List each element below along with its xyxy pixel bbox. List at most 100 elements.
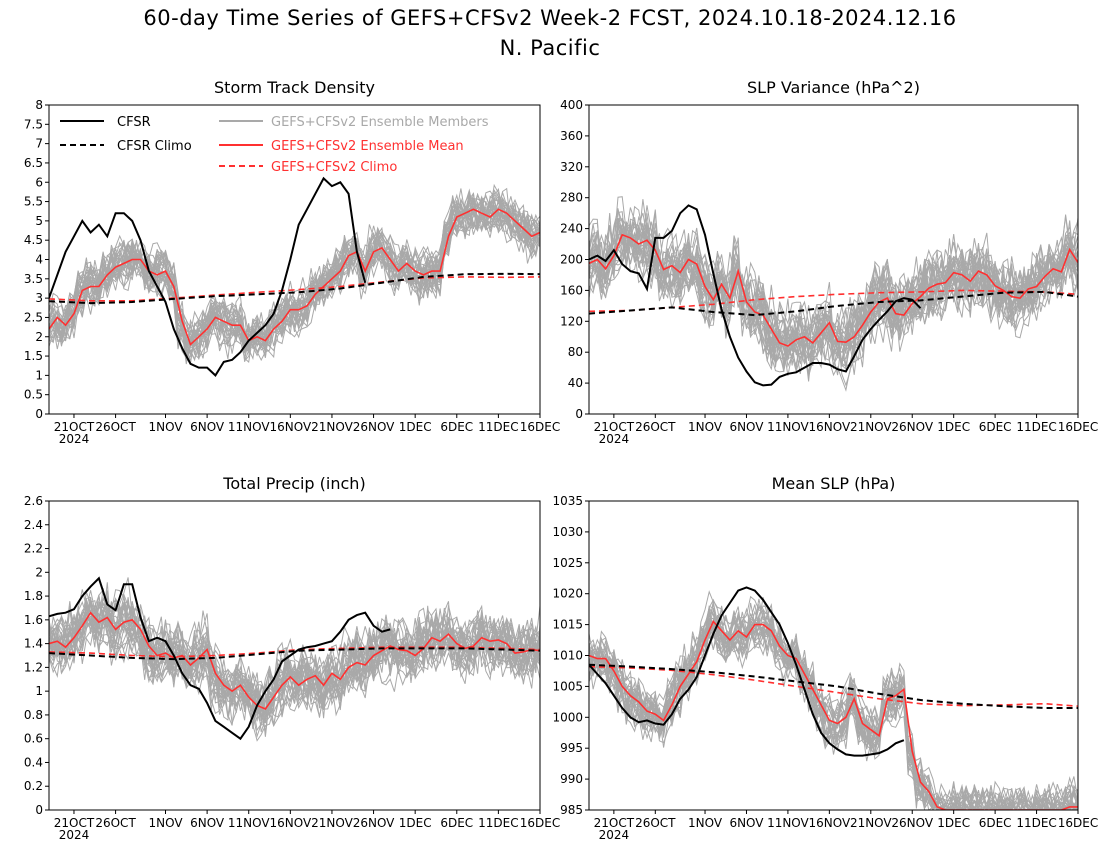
region-subtitle: N. Pacific: [499, 36, 601, 60]
y-tick-label: 2.4: [24, 518, 43, 532]
y-tick-label: 995: [560, 741, 583, 755]
x-tick-label: 26NOV: [353, 816, 395, 830]
y-tick-label: 80: [568, 345, 583, 359]
x-tick-label: 26OCT: [635, 420, 676, 434]
panel-title: SLP Variance (hPa^2): [747, 78, 920, 97]
y-tick-label: 1015: [552, 618, 583, 632]
y-tick-label: 0: [35, 803, 43, 817]
y-tick-label: 2: [35, 330, 43, 344]
y-tick-label: 0.8: [24, 708, 43, 722]
ensemble-member-line: [49, 590, 540, 725]
y-tick-label: 4.5: [24, 233, 43, 247]
x-tick-label: 1DEC: [937, 420, 970, 434]
x-tick-label: 6DEC: [979, 816, 1012, 830]
x-tick-label: 16DEC: [1058, 816, 1098, 830]
x-tick-label: 21NOV: [850, 420, 892, 434]
panel-4: Mean SLP (hPa) 985 990 995 1000 1005 1010 1015 1…: [552, 474, 1098, 842]
ensemble-member-line: [589, 597, 1078, 810]
ensemble-member-line: [589, 607, 1078, 810]
series-line: [49, 276, 540, 302]
ensemble-member-line: [49, 605, 540, 721]
y-tick-label: 0.4: [24, 755, 43, 769]
y-tick-label: 1.8: [24, 589, 43, 603]
y-tick-label: 40: [568, 376, 583, 390]
series-line: [49, 176, 367, 377]
ensemble-member-line: [589, 205, 1078, 377]
plot-frame: [588, 500, 1079, 811]
x-tick-label: 26OCT: [95, 420, 136, 434]
ensemble-member-line: [589, 595, 1078, 810]
series-line: [589, 290, 1078, 317]
legend-label: CFSR Climo: [117, 139, 192, 154]
ensemble-member-line: [589, 603, 1078, 810]
y-tick-label: 1: [35, 368, 43, 382]
series-line: [589, 204, 922, 387]
figure-title: 60-day Time Series of GEFS+CFSv2 Week-2 …: [143, 6, 957, 30]
y-tick-label: 8: [35, 98, 43, 112]
x-tick-label: 21OCT: [54, 420, 95, 434]
series-line: [589, 663, 1078, 709]
y-tick-label: 1.6: [24, 613, 43, 627]
y-tick-label: 6.5: [24, 156, 43, 170]
y-tick-label: 240: [560, 222, 583, 236]
x-tick-label: 21NOV: [850, 816, 892, 830]
y-tick-label: 0: [575, 407, 583, 421]
x-tick-label: 21NOV: [311, 420, 353, 434]
figure-header: 60-day Time Series of GEFS+CFSv2 Week-2 …: [0, 0, 1100, 70]
y-tick-label: 1005: [552, 679, 583, 693]
x-tick-label: 1NOV: [688, 420, 723, 434]
y-tick-label: 0: [35, 407, 43, 421]
x-tick-label: 11NOV: [228, 420, 270, 434]
y-tick-label: 4: [35, 253, 43, 267]
x-tick-label: 11NOV: [767, 420, 809, 434]
ensemble-member-line: [589, 598, 1078, 810]
x-tick-label: 16DEC: [520, 816, 560, 830]
series-cfsr-climo: [589, 663, 1078, 709]
series-cfsr-climo: [49, 272, 540, 305]
ensemble-member-line: [589, 605, 1078, 810]
series-gefs-cfsv2-ensemble-mean: [589, 620, 1078, 810]
y-tick-label: 1025: [552, 556, 583, 570]
x-tick-label: 6NOV: [729, 420, 764, 434]
ensemble-member-line: [589, 602, 1078, 810]
legend: CFSR CFSR Climo GEFS+CFSv2 Ensemble Member…: [60, 115, 489, 175]
x-tick-label: 1DEC: [937, 816, 970, 830]
x-tick-label: 16NOV: [809, 420, 851, 434]
x-tick-label: 21NOV: [311, 816, 353, 830]
ensemble-member-line: [589, 605, 1078, 810]
series-gefs-cfsv2-climo: [589, 665, 1078, 707]
y-tick-label: 7: [35, 137, 43, 151]
x-tick-label: 1DEC: [399, 816, 432, 830]
panel-1: Storm Track Density 0 0.5 1 1.5 2 2.5 3 3.5 4 4.5 5…: [24, 78, 560, 446]
year-label: 2024: [599, 432, 630, 446]
y-tick-label: 0.2: [24, 779, 43, 793]
legend-label: GEFS+CFSv2 Climo: [271, 160, 397, 175]
y-tick-label: 5.5: [24, 195, 43, 209]
y-tick-label: 120: [560, 314, 583, 328]
series-line: [49, 611, 540, 710]
x-tick-label: 6NOV: [190, 816, 225, 830]
series-cfsr-climo: [589, 290, 1078, 317]
year-label: 2024: [59, 828, 90, 842]
series-line: [589, 233, 1078, 347]
series-gefs-cfsv2-climo: [49, 276, 540, 302]
y-tick-label: 1.2: [24, 660, 43, 674]
x-tick-label: 21OCT: [594, 420, 635, 434]
y-tick-label: 1035: [552, 494, 583, 508]
x-tick-label: 16DEC: [520, 420, 560, 434]
legend-label: CFSR: [117, 115, 151, 130]
ensemble-member-line: [589, 605, 1078, 810]
legend-label: GEFS+CFSv2 Ensemble Mean: [271, 139, 464, 154]
y-tick-label: 3: [35, 291, 43, 305]
y-tick-label: 1020: [552, 587, 583, 601]
y-tick-label: 2: [35, 565, 43, 579]
y-tick-label: 5: [35, 214, 43, 228]
x-tick-label: 1NOV: [148, 420, 183, 434]
x-tick-label: 6NOV: [729, 816, 764, 830]
series-cfsr: [589, 586, 905, 757]
series-line: [589, 620, 1078, 810]
series-line: [49, 208, 540, 346]
x-tick-label: 26OCT: [635, 816, 676, 830]
x-tick-label: 1NOV: [148, 816, 183, 830]
